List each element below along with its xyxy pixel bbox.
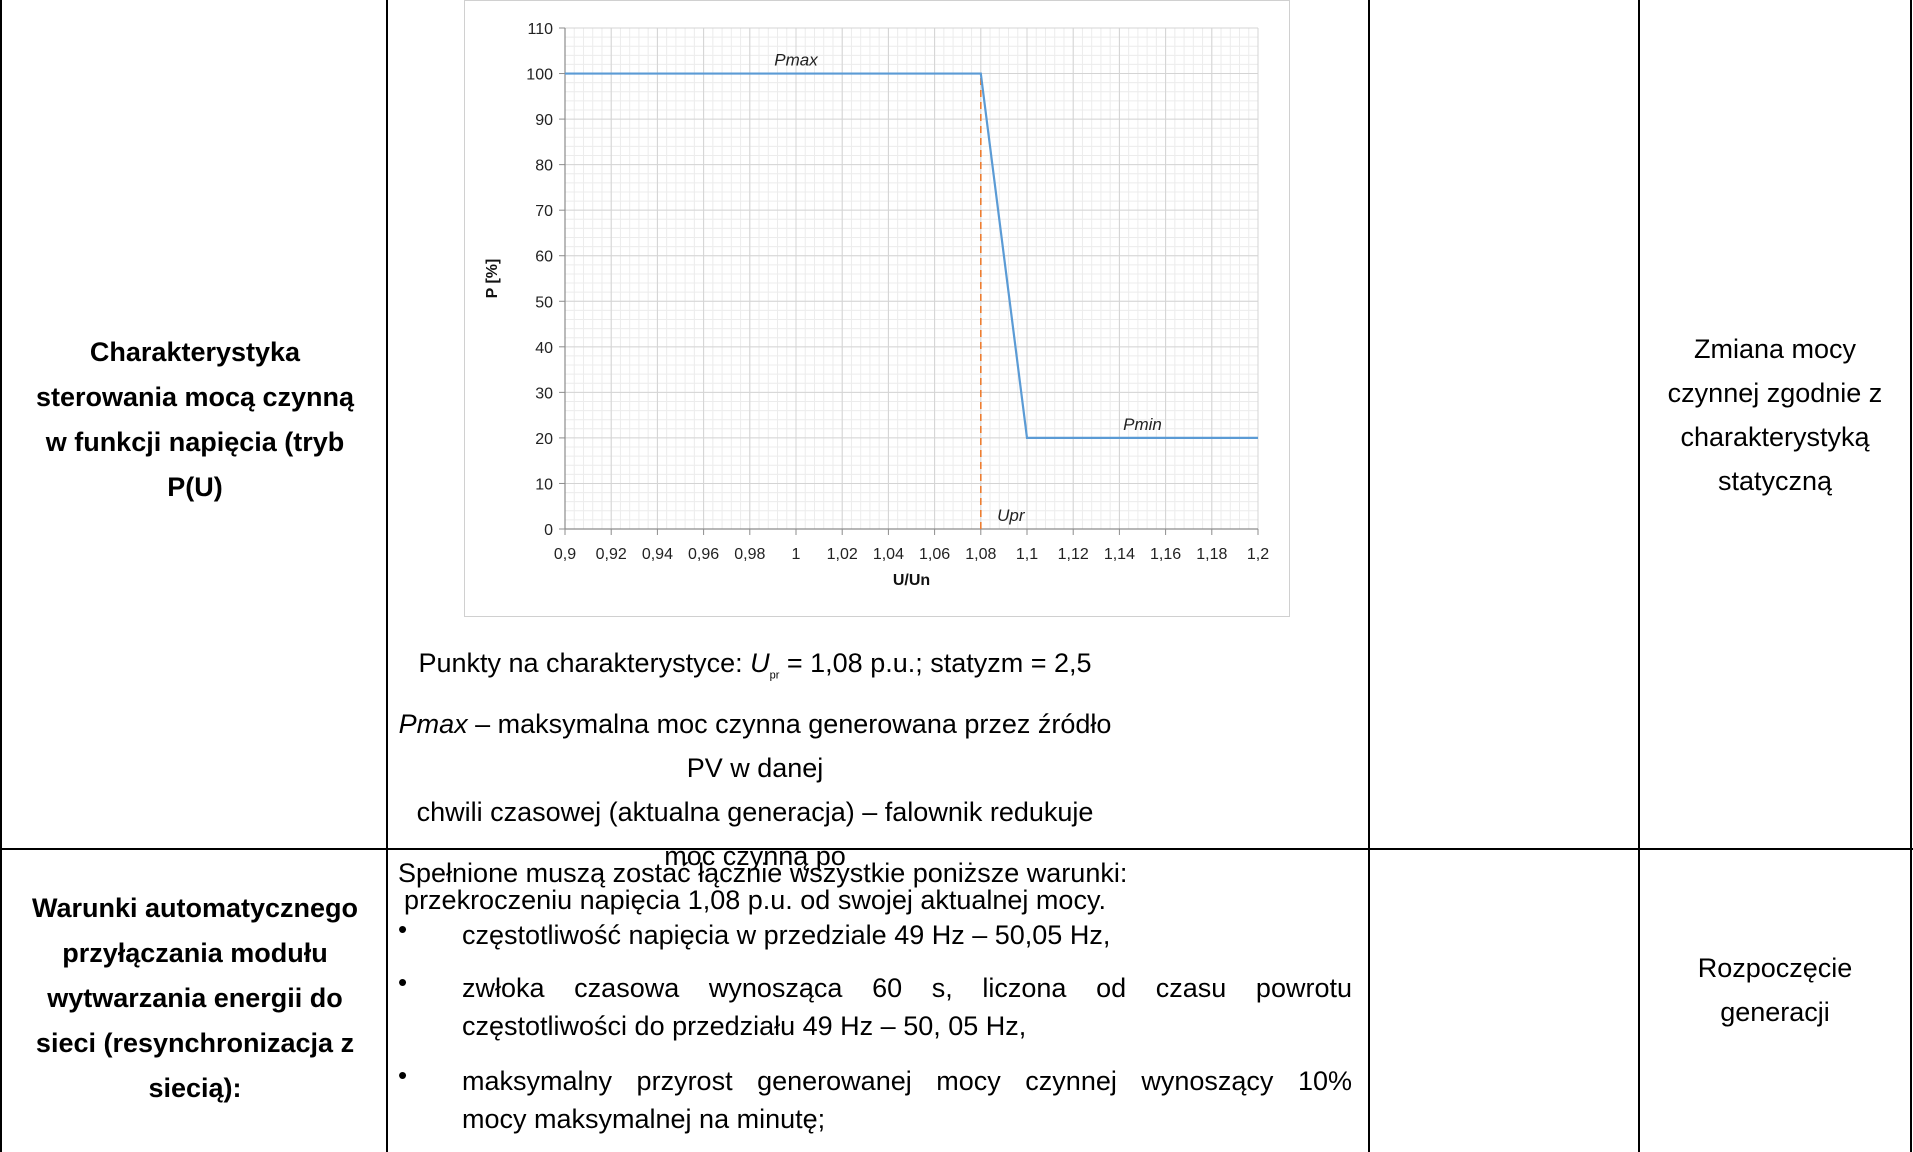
series-line (565, 72, 1258, 440)
annotation-upr: Upr (997, 506, 1026, 525)
y-tick-label: 80 (535, 158, 553, 175)
y-tick-label: 20 (535, 431, 553, 448)
chart-frame: 0 10 20 30 40 50 60 70 80 90 100 110 0,9 0,92 0,94 0,96… (464, 0, 1290, 617)
table-border-3 (1638, 0, 1640, 1152)
x-tick-label: 1,2 (1247, 546, 1269, 563)
table-border-2 (1368, 0, 1370, 1152)
x-tick-label: 1 (792, 546, 801, 563)
bullet-icon: • (398, 1060, 408, 1090)
y-tick-label: 70 (535, 203, 553, 220)
row-divider (0, 848, 1913, 850)
x-tick-label: 1,18 (1196, 546, 1227, 563)
x-tick-label: 1,02 (827, 546, 858, 563)
row-2-result: Rozpoczęcie generacji (1650, 940, 1900, 1040)
row-1-result: Zmiana mocy czynnej zgodnie z charaktery… (1650, 325, 1900, 505)
x-tick-label: 0,92 (596, 546, 627, 563)
table-border-1 (386, 0, 388, 1152)
points-symbol: U (750, 648, 770, 678)
points-suffix: = 1,08 p.u.; statyzm = 2,5 (779, 648, 1092, 678)
row-1-label: Charakterystyka sterowania mocą czynną w… (30, 330, 360, 510)
annotation-pmax: Pmax (774, 51, 818, 70)
row-1-label-text: Charakterystyka sterowania mocą czynną w… (35, 337, 355, 502)
y-tick-label: 50 (535, 294, 553, 311)
bullet-3-text: maksymalny przyrost generowanej mocy czy… (462, 1062, 1352, 1138)
x-axis-title: U/Un (893, 572, 930, 589)
row-1-result-text: Zmiana mocy czynnej zgodnie z charaktery… (1667, 334, 1883, 496)
x-tick-label: 1,16 (1150, 546, 1181, 563)
pmax-desc-3: przekroczeniu napięcia 1,08 p.u. od swoj… (404, 885, 1106, 915)
x-tick-label: 1,1 (1016, 546, 1038, 563)
table-border-right (1910, 0, 1912, 1152)
chart: 0 10 20 30 40 50 60 70 80 90 100 110 0,9 0,92 0,94 0,96… (484, 21, 1269, 589)
pmax-term: Pmax (398, 709, 468, 739)
x-tick-label: 0,96 (688, 546, 719, 563)
y-tick-label: 100 (526, 67, 553, 84)
x-tick-label: 1,12 (1058, 546, 1089, 563)
y-tick-label: 0 (544, 522, 553, 539)
conditions-intro: Spełnione muszą zostać łącznie wszystkie… (398, 858, 1128, 888)
bullet-2-line-1: zwłoka czasowa wynosząca 60 s, liczona o… (462, 973, 1352, 1003)
x-tick-label: 1,08 (965, 546, 996, 563)
row-2-result-text: Rozpoczęcie generacji (1697, 953, 1853, 1027)
pmax-desc-2: chwili czasowej (aktualna generacja) – f… (416, 797, 1094, 871)
pmax-desc-1: – maksymalna moc czynna generowana przez… (467, 709, 1112, 783)
bullet-2-text: zwłoka czasowa wynosząca 60 s, liczona o… (462, 969, 1352, 1045)
bullet-icon: • (398, 914, 408, 944)
annotation-pmin: Pmin (1123, 415, 1162, 434)
row-2-label-text: Warunki automatycznego przyłączania modu… (31, 892, 359, 1103)
y-tick-label: 10 (535, 476, 553, 493)
x-tick-label: 1,14 (1104, 546, 1135, 563)
x-tick-label: 0,9 (554, 546, 576, 563)
x-tick-label: 0,98 (734, 546, 765, 563)
bullet-icon: • (398, 967, 408, 997)
row-2-label: Warunki automatycznego przyłączania modu… (20, 882, 370, 1114)
bullet-2-line-2: częstotliwości do przedziału 49 Hz – 50,… (462, 1011, 1027, 1041)
y-axis-title: P [%] (484, 259, 501, 299)
y-tick-label: 40 (535, 340, 553, 357)
points-prefix: Punkty na charakterystyce: (418, 648, 751, 678)
table-border-left (0, 0, 2, 1152)
points-sub: pr (769, 669, 780, 682)
bullet-3-line-1: maksymalny przyrost generowanej mocy czy… (462, 1066, 1352, 1096)
x-tick-label: 1,04 (873, 546, 904, 563)
points-caption: Punkty na charakterystyce: Upr = 1,08 p.… (390, 645, 1120, 693)
y-tick-label: 60 (535, 249, 553, 266)
bullet-1-text: częstotliwość napięcia w przedziale 49 H… (462, 920, 1111, 950)
bullet-3-line-2: mocy maksymalnej na minutę; (462, 1104, 826, 1134)
pmax-description: Pmax – maksymalna moc czynna generowana … (390, 702, 1120, 922)
x-tick-label: 1,06 (919, 546, 950, 563)
y-tick-label: 90 (535, 112, 553, 129)
y-tick-label: 110 (527, 21, 553, 38)
x-tick-label: 0,94 (642, 546, 673, 563)
y-tick-label: 30 (535, 385, 553, 402)
